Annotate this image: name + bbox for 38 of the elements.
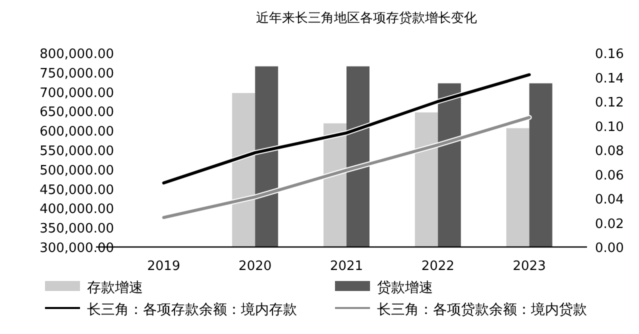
x-tick-label: 2022 — [421, 259, 454, 274]
y-tick-label: 550,000.00 — [40, 144, 114, 159]
y2-tick-label: 0.04 — [595, 192, 624, 208]
legend-label: 长三角：各项存款余额：境内存款 — [87, 302, 297, 318]
y2-tick-label: 0.02 — [595, 216, 624, 232]
y2-tick-label: 0.00 — [595, 241, 624, 256]
y-tick-label: 450,000.00 — [40, 182, 114, 198]
y-tick-label: 600,000.00 — [40, 124, 114, 140]
y-tick-label: 700,000.00 — [40, 86, 114, 101]
y2-tick-label: 0.12 — [595, 96, 624, 110]
y-tick-label: 300,000.00 — [40, 241, 114, 256]
x-tick-label: 2019 — [147, 259, 180, 274]
y2-tick-label: 0.10 — [595, 120, 624, 135]
y-tick-label: 400,000.00 — [40, 202, 114, 218]
bar — [438, 83, 461, 247]
bar — [506, 128, 530, 247]
bar — [346, 66, 370, 247]
bar — [255, 66, 278, 247]
chart-title: 近年来长三角地区各项存贷款增长变化 — [256, 11, 477, 26]
x-tick-label: 2020 — [238, 259, 272, 274]
legend-label: 贷款增速 — [377, 280, 433, 296]
y2-tick-label: 0.14 — [595, 71, 624, 86]
y-tick-label: 350,000.00 — [40, 222, 114, 237]
y-tick-label: 800,000.00 — [40, 47, 114, 62]
legend-label: 存款增速 — [87, 280, 143, 296]
bar — [414, 112, 438, 247]
y2-tick-label: 0.06 — [595, 168, 624, 184]
y2-tick-label: 0.08 — [595, 144, 624, 159]
y-tick-label: 750,000.00 — [40, 66, 114, 82]
y2-tick-label: 0.16 — [595, 47, 624, 62]
legend-label: 长三角：各项贷款余额：境内贷款 — [377, 302, 587, 318]
x-tick-label: 2021 — [330, 259, 364, 274]
bar — [232, 93, 256, 247]
x-tick-label: 2023 — [512, 259, 546, 274]
y-tick-label: 650,000.00 — [40, 105, 114, 120]
bar — [324, 123, 346, 247]
y-tick-label: 500,000.00 — [40, 163, 114, 178]
bar — [529, 83, 552, 247]
